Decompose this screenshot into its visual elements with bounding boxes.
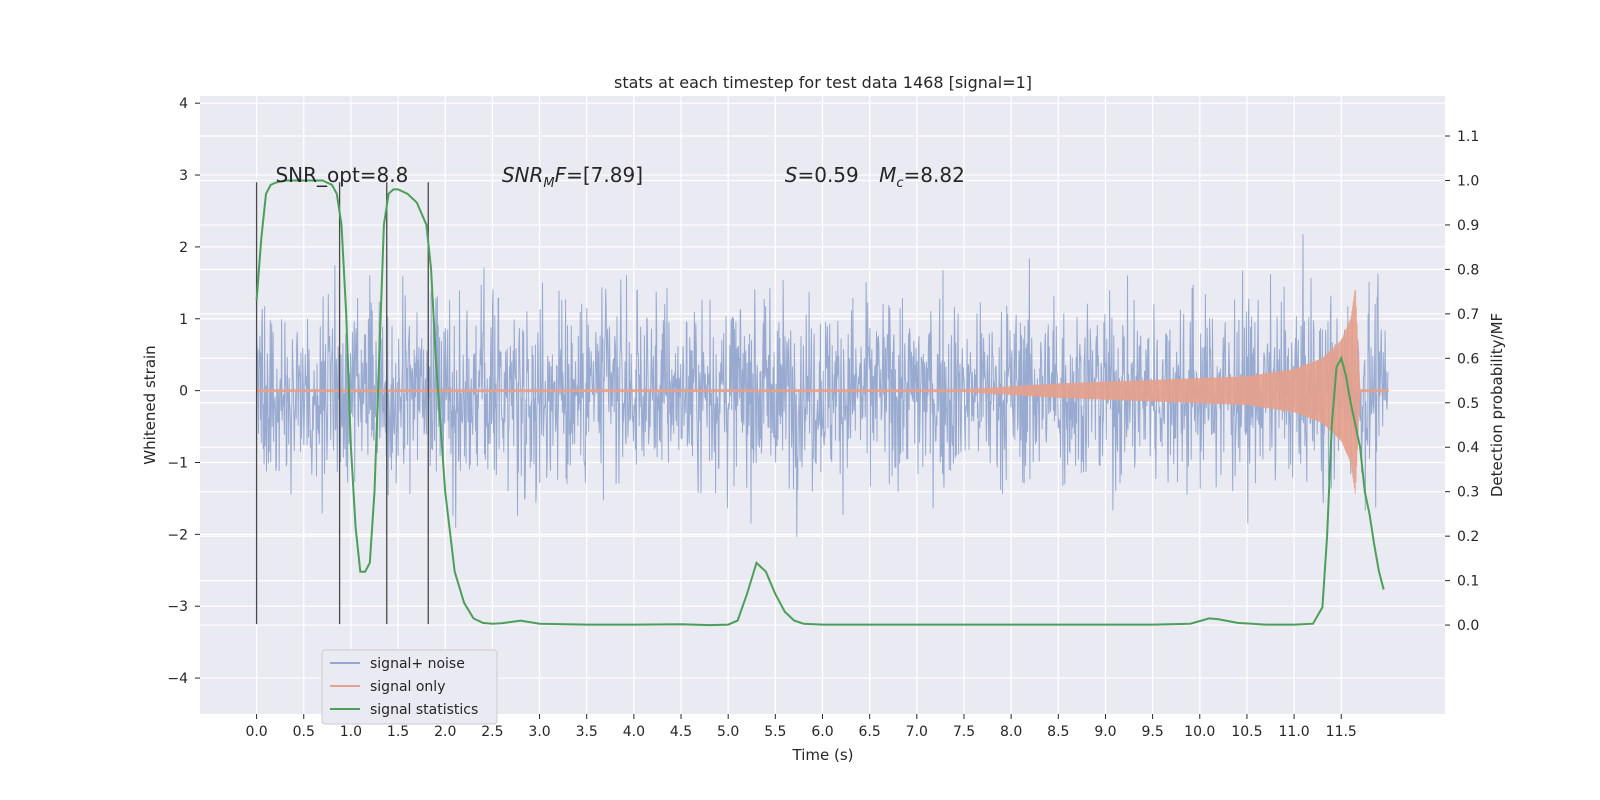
y-tick-label: 3 [179,168,188,184]
y-right-tick-label: 0.3 [1457,485,1479,501]
annotation-snr-opt: SNR_opt=8.8 [275,163,408,187]
x-tick-label: 10.0 [1184,724,1215,740]
chart-title: stats at each timestep for test data 146… [614,73,1032,92]
x-tick-label: 11.5 [1326,724,1357,740]
y-right-tick-layer: 0.0 0.1 0.2 0.3 0.4 0.5 0.6 0.7 0.8 0.9 1.0 1.1 [1445,129,1479,634]
y-axis-label: Whitened strain [141,345,159,464]
x-tick-label: 0.0 [245,724,267,740]
y-right-tick-label: 1.0 [1457,173,1479,189]
y-right-tick-label: 0.8 [1457,262,1479,278]
y-tick-label: 4 [179,96,188,112]
legend-label-signal-only: signal only [370,679,445,695]
x-tick-label: 7.0 [906,724,928,740]
legend-box [321,649,498,725]
x-tick-label: 8.5 [1047,724,1069,740]
y-tick-label: −2 [167,527,188,543]
x-tick-label: 5.0 [717,724,739,740]
x-axis-label: Time (s) [792,746,854,764]
y-right-tick-label: 0.2 [1457,529,1479,545]
x-tick-label: 11.0 [1279,724,1310,740]
legend-label-signal-statistics: signal statistics [370,702,478,718]
x-tick-label: 3.5 [576,724,598,740]
y-right-tick-label: 0.4 [1457,440,1479,456]
series-line-signal-only [256,290,1389,494]
annotation-layer: SNR_opt=8.8 SNRMF=[7.89] S=0.59 Mc=8.82 [275,163,964,191]
x-tick-label: 6.0 [811,724,833,740]
annotation-mc: Mc=8.82 [879,163,965,191]
x-tick-label: 7.5 [953,724,975,740]
y-right-tick-label: 0.7 [1457,307,1479,323]
x-tick-label: 10.5 [1231,724,1262,740]
x-tick-label: 1.5 [387,724,409,740]
x-tick-label: 6.5 [859,724,881,740]
x-tick-label: 4.0 [623,724,645,740]
x-tick-label: 4.5 [670,724,692,740]
x-tick-layer: 0.0 0.5 1.0 1.5 2.0 2.5 3.0 3.5 4.0 4.5 5.0 5.5 6.0 6… [245,714,1357,740]
x-tick-label: 2.5 [481,724,503,740]
y-right-tick-label: 0.6 [1457,351,1479,367]
x-tick-label: 0.5 [293,724,315,740]
x-tick-label: 1.0 [340,724,362,740]
x-tick-label: 2.0 [434,724,456,740]
y-tick-label: −3 [167,599,188,615]
x-tick-label: 3.0 [528,724,550,740]
y-right-tick-label: 0.1 [1457,574,1479,590]
y-right-tick-label: 1.1 [1457,129,1479,145]
y-axis-label-right: Detection probability/MF [1488,313,1506,497]
y-tick-layer: −4 −3 −2 −1 0 1 2 3 4 [167,96,200,687]
legend-label-signal-noise: signal+ noise [370,656,465,672]
y-tick-label: −1 [167,455,188,471]
annotation-snr-mf: SNRMF=[7.89] [502,163,643,191]
x-tick-label: 9.5 [1141,724,1163,740]
y-tick-label: 2 [179,240,188,256]
legend: signal+ noise signal only signal statist… [321,649,498,725]
x-tick-label: 8.0 [1000,724,1022,740]
data-layer [255,179,1389,627]
x-tick-label: 9.0 [1094,724,1116,740]
y-right-tick-label: 0.0 [1457,618,1479,634]
y-tick-label: 0 [179,384,188,400]
y-right-tick-label: 0.9 [1457,218,1479,234]
annotation-s: S=0.59 [785,163,859,187]
x-tick-label: 5.5 [764,724,786,740]
series-line-signal-statistics [255,179,1385,627]
y-tick-label: −4 [167,671,188,687]
y-tick-label: 1 [179,312,188,328]
y-right-tick-label: 0.5 [1457,396,1479,412]
